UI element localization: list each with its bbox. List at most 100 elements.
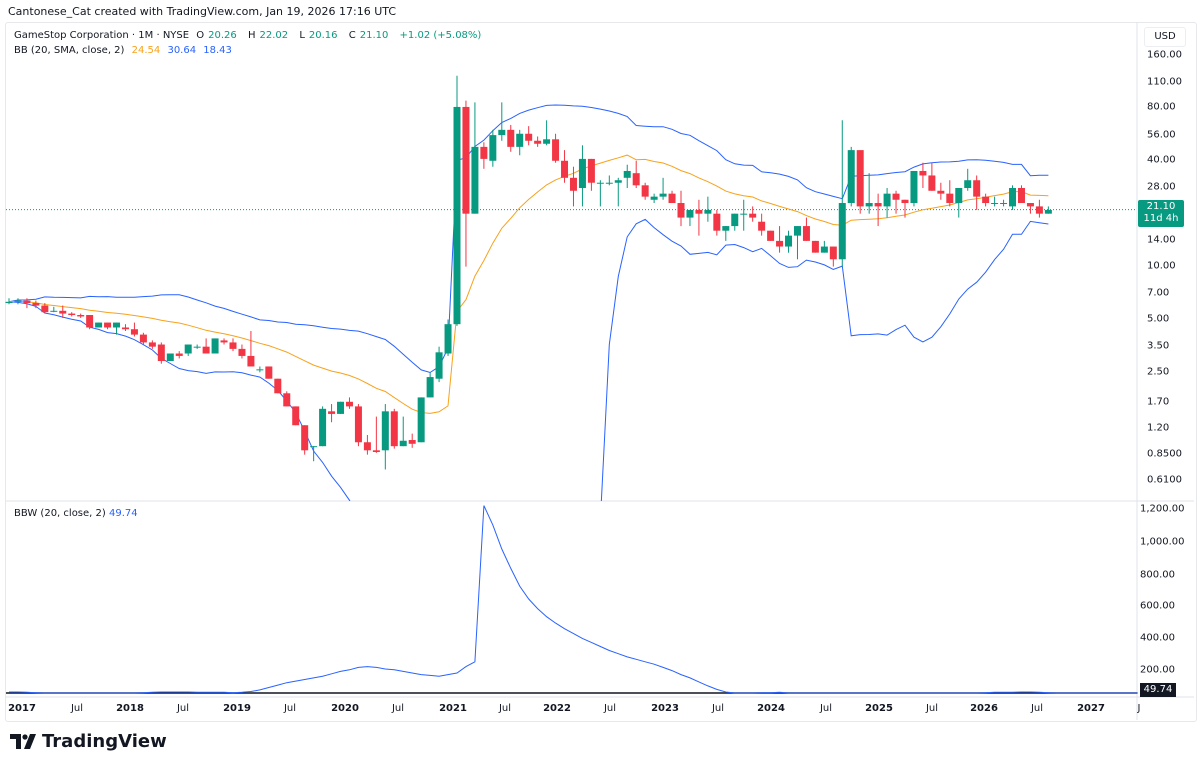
candle-body <box>121 327 129 330</box>
time-axis-label: Jul <box>1030 703 1044 714</box>
candle-body <box>148 342 156 347</box>
bbw-value-tag: 49.74 <box>1140 683 1176 697</box>
candle-body <box>319 408 327 447</box>
tradingview-logo-text: TradingView <box>42 731 167 752</box>
candle-body <box>632 173 640 186</box>
bbw-axis-label: 200.00 <box>1140 664 1175 676</box>
candle-body <box>883 193 891 207</box>
high-value: 22.02 <box>259 30 289 41</box>
candle-body <box>776 240 784 247</box>
time-axis-label: 2017 <box>8 703 36 714</box>
candle-body <box>955 187 963 204</box>
candle-body <box>561 160 569 178</box>
candle-body <box>668 193 676 204</box>
price-axis-label: 0.8500 <box>1147 448 1182 460</box>
candle-body <box>722 226 730 231</box>
candle-body <box>749 213 757 218</box>
candle-body <box>175 353 183 356</box>
candle-body <box>569 177 577 191</box>
time-axis-label: 2026 <box>970 703 998 714</box>
candle-body <box>811 240 819 253</box>
candle-body <box>1000 203 1008 205</box>
candle-body <box>444 324 452 354</box>
candle-body <box>157 344 165 362</box>
bb-basis-value: 24.54 <box>131 45 161 56</box>
candle-body <box>1017 187 1025 204</box>
candle-body <box>363 442 371 451</box>
price-axis-label: 10.00 <box>1147 260 1176 272</box>
candle-body <box>1035 206 1043 214</box>
time-axis-label: Jul <box>70 703 84 714</box>
candle-body <box>238 348 246 356</box>
time-axis-label: Jul <box>391 703 405 714</box>
symbol-name[interactable]: GameStop Corporation · 1M · NYSE <box>14 30 190 41</box>
candle-body <box>14 300 22 302</box>
candle-body <box>901 199 909 204</box>
bbw-value: 49.74 <box>108 508 138 519</box>
time-axis-label: 2022 <box>543 703 571 714</box>
candle-body <box>686 209 694 218</box>
time-axis-label: 2025 <box>865 703 893 714</box>
candle-body <box>838 203 846 260</box>
candle-body <box>605 182 613 184</box>
price-axis-label: 1.70 <box>1147 396 1170 408</box>
candle-body <box>865 203 873 207</box>
candle-body <box>274 378 282 394</box>
candle-body <box>516 133 524 147</box>
candle-body <box>229 342 237 349</box>
price-axis-label: 1.20 <box>1147 422 1170 434</box>
candle-body <box>41 305 49 313</box>
tradingview-logo: TradingView <box>10 731 167 752</box>
candle-body <box>785 235 793 247</box>
candle-body <box>713 213 721 231</box>
bb-indicator-title[interactable]: BB (20, SMA, close, 2) <box>14 45 125 56</box>
low-value: 20.16 <box>308 30 338 41</box>
price-axis-label: 28.00 <box>1147 181 1176 193</box>
bbw-axis-label: 1,200.00 <box>1140 503 1185 515</box>
time-axis-label: Jul <box>603 703 617 714</box>
candle-body <box>50 310 58 312</box>
candle-body <box>587 158 595 183</box>
candle-body <box>104 322 112 328</box>
candle-body <box>292 406 300 426</box>
candle-body <box>820 246 828 253</box>
price-axis-label: 80.00 <box>1147 101 1176 113</box>
price-axis-label: 110.00 <box>1147 76 1182 88</box>
candle-body <box>453 106 461 325</box>
candle-body <box>758 221 766 231</box>
candle-body <box>1009 187 1017 207</box>
candle-body <box>1044 209 1052 214</box>
bbw-axis-label: 1,000.00 <box>1140 536 1185 548</box>
candle-body <box>408 440 416 444</box>
candle-body <box>614 180 622 183</box>
price-axis-label: 5.00 <box>1147 313 1170 325</box>
candle-body <box>5 301 13 304</box>
price-axis-label: 40.00 <box>1147 154 1176 166</box>
candle-body <box>937 190 945 194</box>
candle-body <box>641 185 649 197</box>
candle-body <box>596 182 604 184</box>
candle-body <box>793 226 801 236</box>
candle-body <box>919 170 927 176</box>
candle-body <box>1026 203 1034 207</box>
candle-body <box>462 106 470 214</box>
candle-body <box>946 193 954 204</box>
candle-body <box>704 209 712 214</box>
price-axis-label: 56.00 <box>1147 129 1176 141</box>
close-value: 21.10 <box>359 30 389 41</box>
time-axis-label: Jul <box>925 703 939 714</box>
candle-body <box>372 450 380 453</box>
candle-body <box>543 139 551 144</box>
candle-body <box>247 355 255 367</box>
currency-button[interactable]: USD <box>1144 27 1186 47</box>
candle-body <box>256 369 264 371</box>
time-axis-label: 2027 <box>1077 703 1105 714</box>
tradingview-logo-icon <box>10 733 36 749</box>
candle-body <box>95 322 103 328</box>
candle-body <box>740 213 748 215</box>
price-axis-label: 3.50 <box>1147 340 1170 352</box>
bbw-indicator-title[interactable]: BBW (20, close, 2) <box>14 508 106 519</box>
bb-lower-band <box>8 218 1049 501</box>
candle-body <box>552 139 560 161</box>
